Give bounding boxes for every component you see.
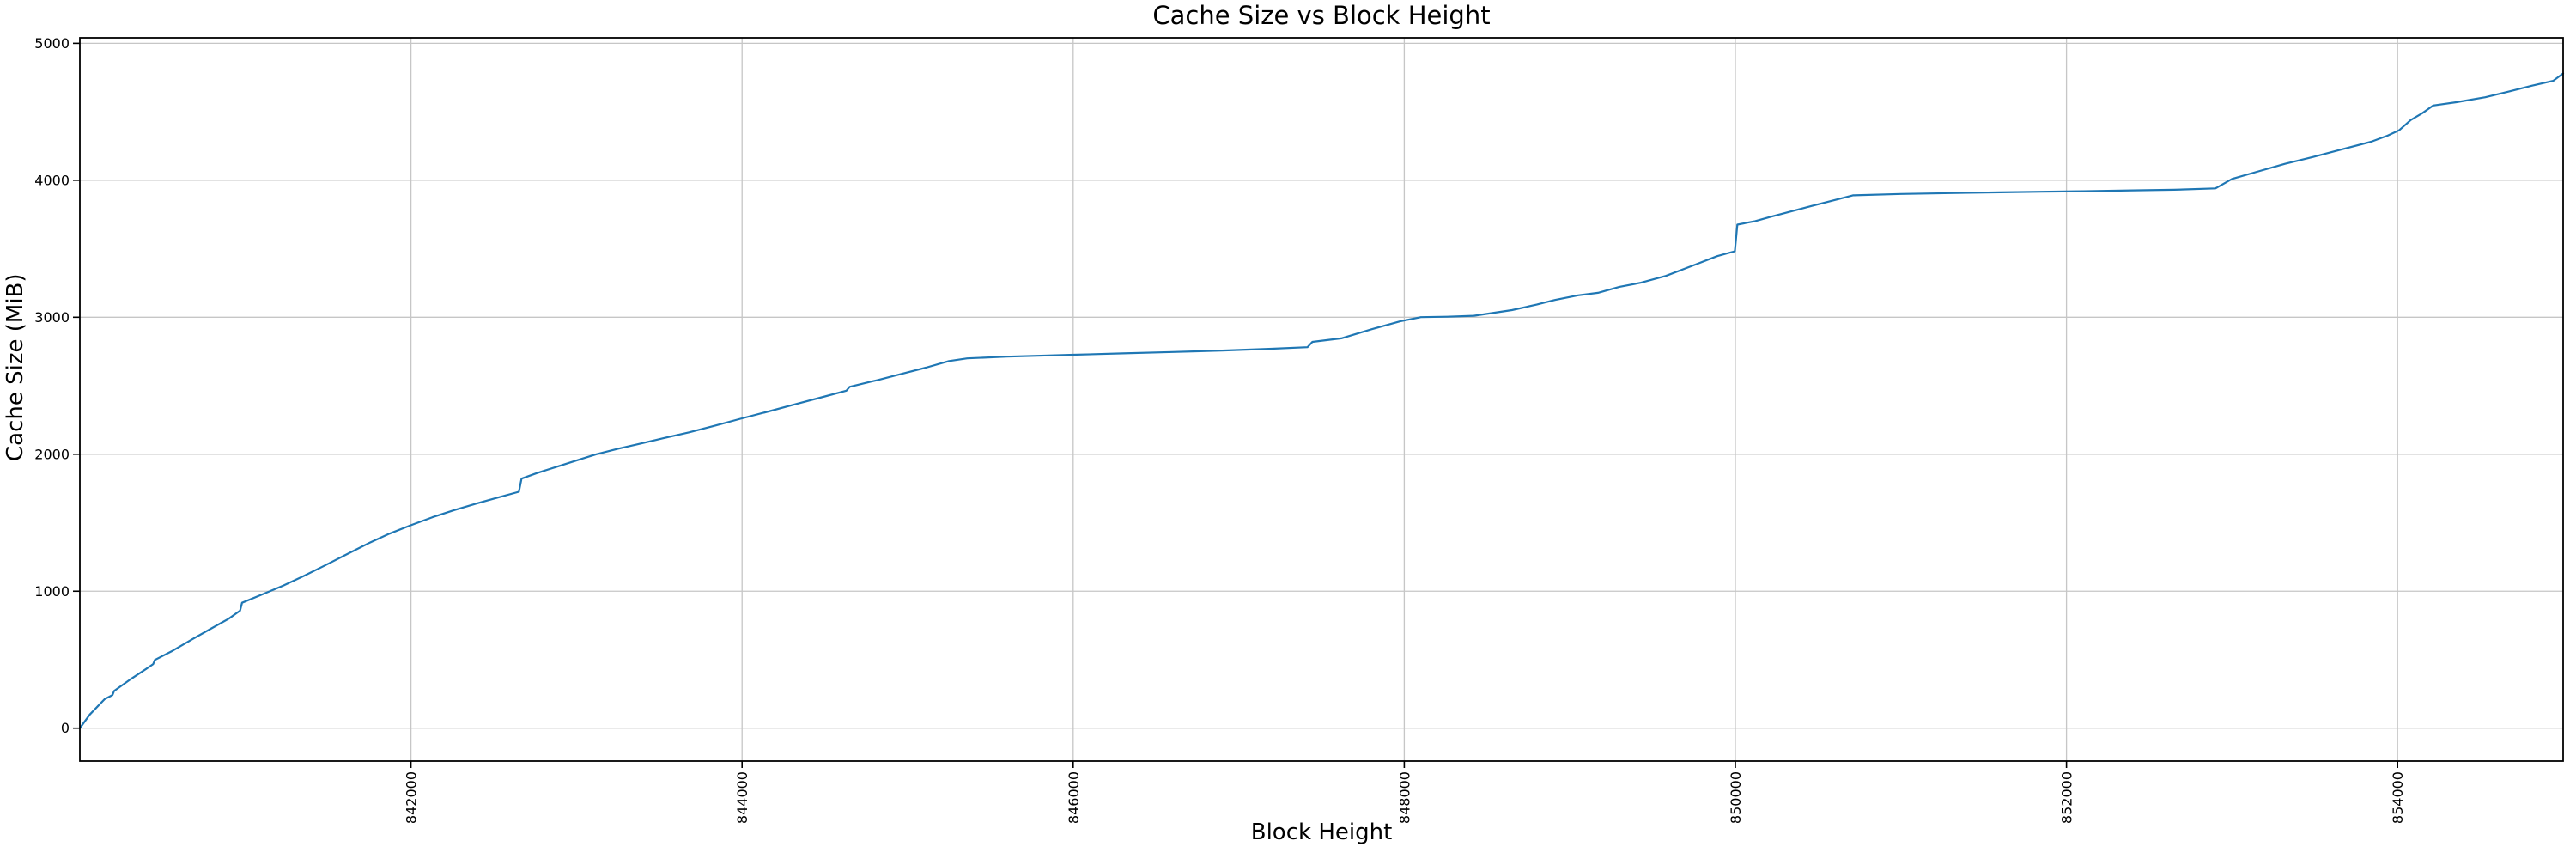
plot-border xyxy=(79,37,2564,762)
x-tick-label: 850000 xyxy=(1728,771,1744,824)
y-tick-label: 3000 xyxy=(34,309,70,326)
y-tick-label: 5000 xyxy=(34,35,70,52)
x-tick-label: 846000 xyxy=(1066,771,1082,824)
y-tick-label: 2000 xyxy=(34,446,70,462)
chart-title: Cache Size vs Block Height xyxy=(1152,1,1491,30)
series-line xyxy=(78,72,2565,729)
x-tick-label: 844000 xyxy=(734,771,750,824)
x-tick-label: 854000 xyxy=(2390,771,2406,824)
y-tick-label: 4000 xyxy=(34,172,70,188)
x-tick-label: 842000 xyxy=(404,771,420,824)
x-tick-label: 852000 xyxy=(2059,771,2075,824)
x-axis-label: Block Height xyxy=(1250,819,1393,845)
y-tick-label: 1000 xyxy=(34,583,70,600)
x-tick-label: 848000 xyxy=(1396,771,1413,824)
y-tick-label: 0 xyxy=(61,720,70,736)
